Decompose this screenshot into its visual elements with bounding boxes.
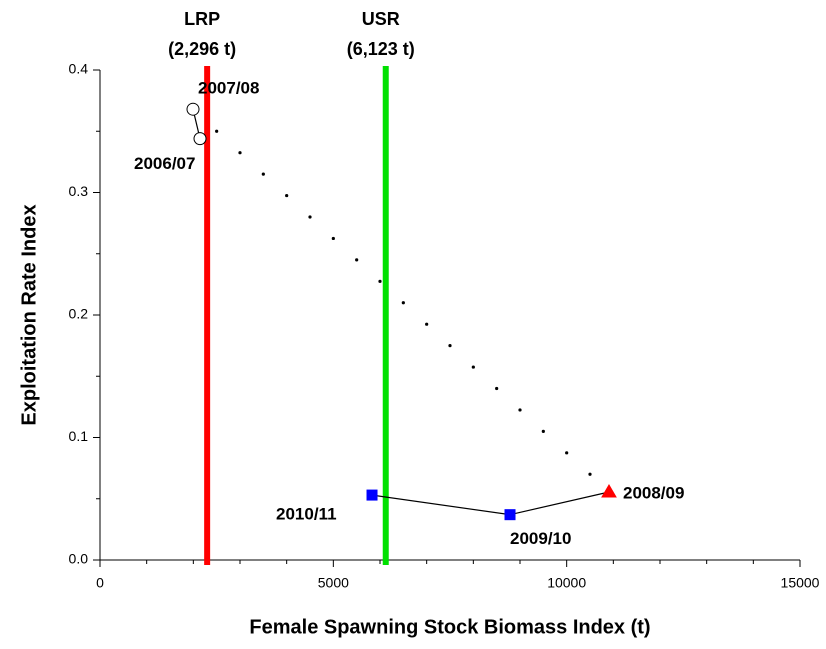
dot — [308, 215, 312, 219]
dot — [215, 129, 219, 133]
reference-sublabel: (6,123 t) — [347, 39, 415, 59]
dot — [378, 279, 382, 283]
y-tick-label: 0.4 — [69, 61, 89, 77]
trajectory-line — [371, 491, 610, 516]
dot — [518, 408, 522, 412]
y-tick-label: 0.0 — [69, 551, 89, 567]
dot — [425, 322, 429, 326]
dot — [401, 301, 405, 305]
dot — [588, 472, 592, 476]
y-tick-label: 0.3 — [69, 183, 89, 199]
point-label: 2009/10 — [510, 529, 571, 548]
point — [186, 102, 200, 116]
point — [366, 489, 378, 501]
point-label: 2007/08 — [198, 79, 259, 98]
x-tick-label: 15000 — [781, 575, 820, 591]
dot — [355, 258, 359, 262]
reference-sublabel: (2,296 t) — [168, 39, 236, 59]
dot — [471, 365, 475, 369]
point — [193, 132, 207, 146]
point-label: 2006/07 — [134, 154, 195, 173]
dot — [448, 344, 452, 348]
dot — [238, 151, 242, 155]
dot — [285, 193, 289, 198]
dot — [495, 386, 499, 391]
x-axis-title: Female Spawning Stock Biomass Index (t) — [249, 616, 650, 638]
y-axis-title: Exploitation Rate Index — [18, 204, 40, 425]
x-tick-label: 10000 — [547, 575, 586, 591]
reference-label: LRP — [184, 9, 220, 29]
y-tick-label: 0.1 — [69, 428, 89, 444]
point-label: 2008/09 — [623, 483, 684, 502]
dot — [565, 451, 569, 455]
point-label: 2010/11 — [276, 505, 337, 524]
point — [601, 484, 617, 498]
y-tick-label: 0.2 — [69, 306, 89, 322]
dot — [331, 236, 335, 241]
reference-label: USR — [362, 9, 400, 29]
x-tick-label: 5000 — [318, 575, 349, 591]
x-tick-label: 0 — [96, 575, 104, 591]
point — [504, 509, 516, 521]
dot — [261, 172, 265, 176]
dot — [541, 429, 545, 433]
